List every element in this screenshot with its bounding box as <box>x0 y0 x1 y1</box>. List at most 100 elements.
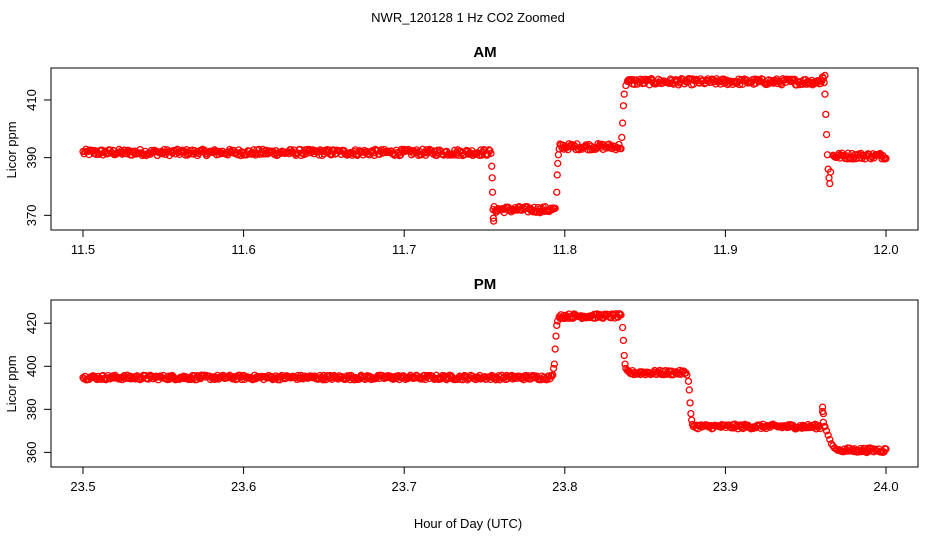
pm-data-point <box>824 431 832 439</box>
am-data-point <box>617 145 625 153</box>
pm-x-tick-label: 23.8 <box>552 479 577 494</box>
pm-y-axis: 360 380 400 420 <box>24 312 51 463</box>
am-data-point <box>551 204 559 212</box>
am-data-point <box>485 146 493 154</box>
pm-x-tick-label: 23.7 <box>392 479 417 494</box>
am-y-axis: 370 390 410 <box>24 89 51 226</box>
pm-data-point <box>555 313 563 321</box>
am-data-point <box>489 217 498 225</box>
pm-panel-title: PM <box>474 276 497 293</box>
pm-x-axis: 23.5 23.6 23.7 23.8 23.9 24.0 <box>70 467 899 494</box>
am-x-tick-label: 11.8 <box>553 242 577 257</box>
pm-data-point <box>553 321 561 330</box>
pm-data-point <box>543 376 551 384</box>
am-data-point <box>666 75 675 83</box>
am-data-point <box>821 71 829 80</box>
pm-data-point <box>688 416 696 424</box>
am-data-point <box>489 214 497 222</box>
am-data-point <box>615 140 623 149</box>
am-data-point <box>553 171 561 179</box>
pm-y-axis-label: Licor ppm <box>4 355 19 412</box>
pm-x-tick-label: 24.0 <box>873 479 898 494</box>
pm-data-point <box>550 360 559 368</box>
am-y-tick-label: 370 <box>24 204 39 226</box>
am-y-tick-label: 390 <box>24 147 39 169</box>
pm-data-point <box>821 422 829 431</box>
pm-data-point <box>616 310 624 318</box>
am-data-point <box>487 149 495 158</box>
pm-panel: PM Licor ppm 23.5 23.6 23.7 23.8 23.9 24.0 36… <box>4 276 919 494</box>
pm-y-tick-label: 380 <box>24 398 39 420</box>
am-data-point <box>328 150 336 158</box>
pm-data-point <box>619 336 628 345</box>
am-y-tick-label: 410 <box>24 89 39 111</box>
am-data-point <box>826 168 835 176</box>
pm-data-point <box>819 409 828 418</box>
am-x-tick-label: 11.9 <box>713 242 737 257</box>
am-data-point <box>618 133 626 142</box>
am-data-point <box>822 110 830 119</box>
pm-data-point <box>551 345 559 353</box>
pm-x-tick-label: 23.6 <box>231 479 256 494</box>
pm-data-point <box>822 427 831 435</box>
am-y-axis-label: Licor ppm <box>4 121 19 178</box>
am-data-point <box>184 150 193 158</box>
am-data-point <box>554 159 562 168</box>
am-x-tick-label: 11.5 <box>71 242 95 257</box>
am-data-point <box>555 145 563 153</box>
pm-y-tick-label: 400 <box>24 355 39 377</box>
pm-data-point <box>418 375 427 383</box>
pm-data-point <box>553 317 562 325</box>
am-data-point <box>825 174 833 182</box>
pm-data-point <box>826 435 834 444</box>
am-x-axis: 11.5 11.6 11.7 11.8 11.9 12.0 <box>71 230 899 257</box>
am-data-point <box>488 188 497 196</box>
am-x-tick-label: 12.0 <box>873 242 898 257</box>
am-data-point <box>622 81 630 90</box>
am-x-tick-label: 11.6 <box>231 242 255 257</box>
am-data-point <box>882 154 890 163</box>
pm-data-point <box>552 332 560 340</box>
pm-data-points <box>79 310 890 457</box>
pm-y-tick-label: 360 <box>24 442 39 464</box>
pm-data-point <box>549 364 558 373</box>
am-data-point <box>618 119 627 127</box>
am-data-point <box>620 90 628 98</box>
pm-data-point <box>622 364 630 373</box>
pm-data-point <box>689 422 697 431</box>
am-data-point <box>484 150 492 158</box>
pm-data-point <box>687 409 695 418</box>
x-axis-label: Hour of Day (UTC) <box>414 516 522 531</box>
am-data-point <box>488 162 496 170</box>
pm-data-point <box>686 399 694 407</box>
pm-plot-frame <box>50 299 919 468</box>
pm-data-point <box>617 311 625 319</box>
am-data-point <box>820 79 828 87</box>
am-data-point <box>619 102 628 110</box>
am-data-point <box>823 151 832 159</box>
am-data-point <box>554 151 563 159</box>
pm-y-tick-label: 420 <box>24 312 39 334</box>
pm-data-point <box>184 375 193 384</box>
am-panel: AM Licor ppm 11.5 11.6 11.7 11.8 11.9 12.0 37… <box>4 44 919 257</box>
pm-data-point <box>684 377 693 386</box>
am-data-point <box>553 188 561 196</box>
pm-data-point <box>621 360 629 368</box>
figure-title: NWR_120128 1 Hz CO2 Zoomed <box>371 10 565 25</box>
pm-x-tick-label: 23.9 <box>713 479 738 494</box>
am-data-point <box>488 174 496 182</box>
pm-data-point <box>834 446 842 454</box>
am-data-point <box>489 205 497 214</box>
am-data-point <box>535 208 543 216</box>
am-data-point <box>826 179 834 188</box>
pm-data-point <box>882 445 890 453</box>
pm-x-tick-label: 23.5 <box>70 479 95 494</box>
pm-data-point <box>620 351 628 360</box>
am-data-point <box>252 151 260 159</box>
pm-data-point <box>618 323 627 332</box>
am-data-point <box>821 90 829 98</box>
am-data-point <box>422 146 431 154</box>
am-panel-title: AM <box>473 44 496 61</box>
pm-data-point <box>819 418 828 426</box>
